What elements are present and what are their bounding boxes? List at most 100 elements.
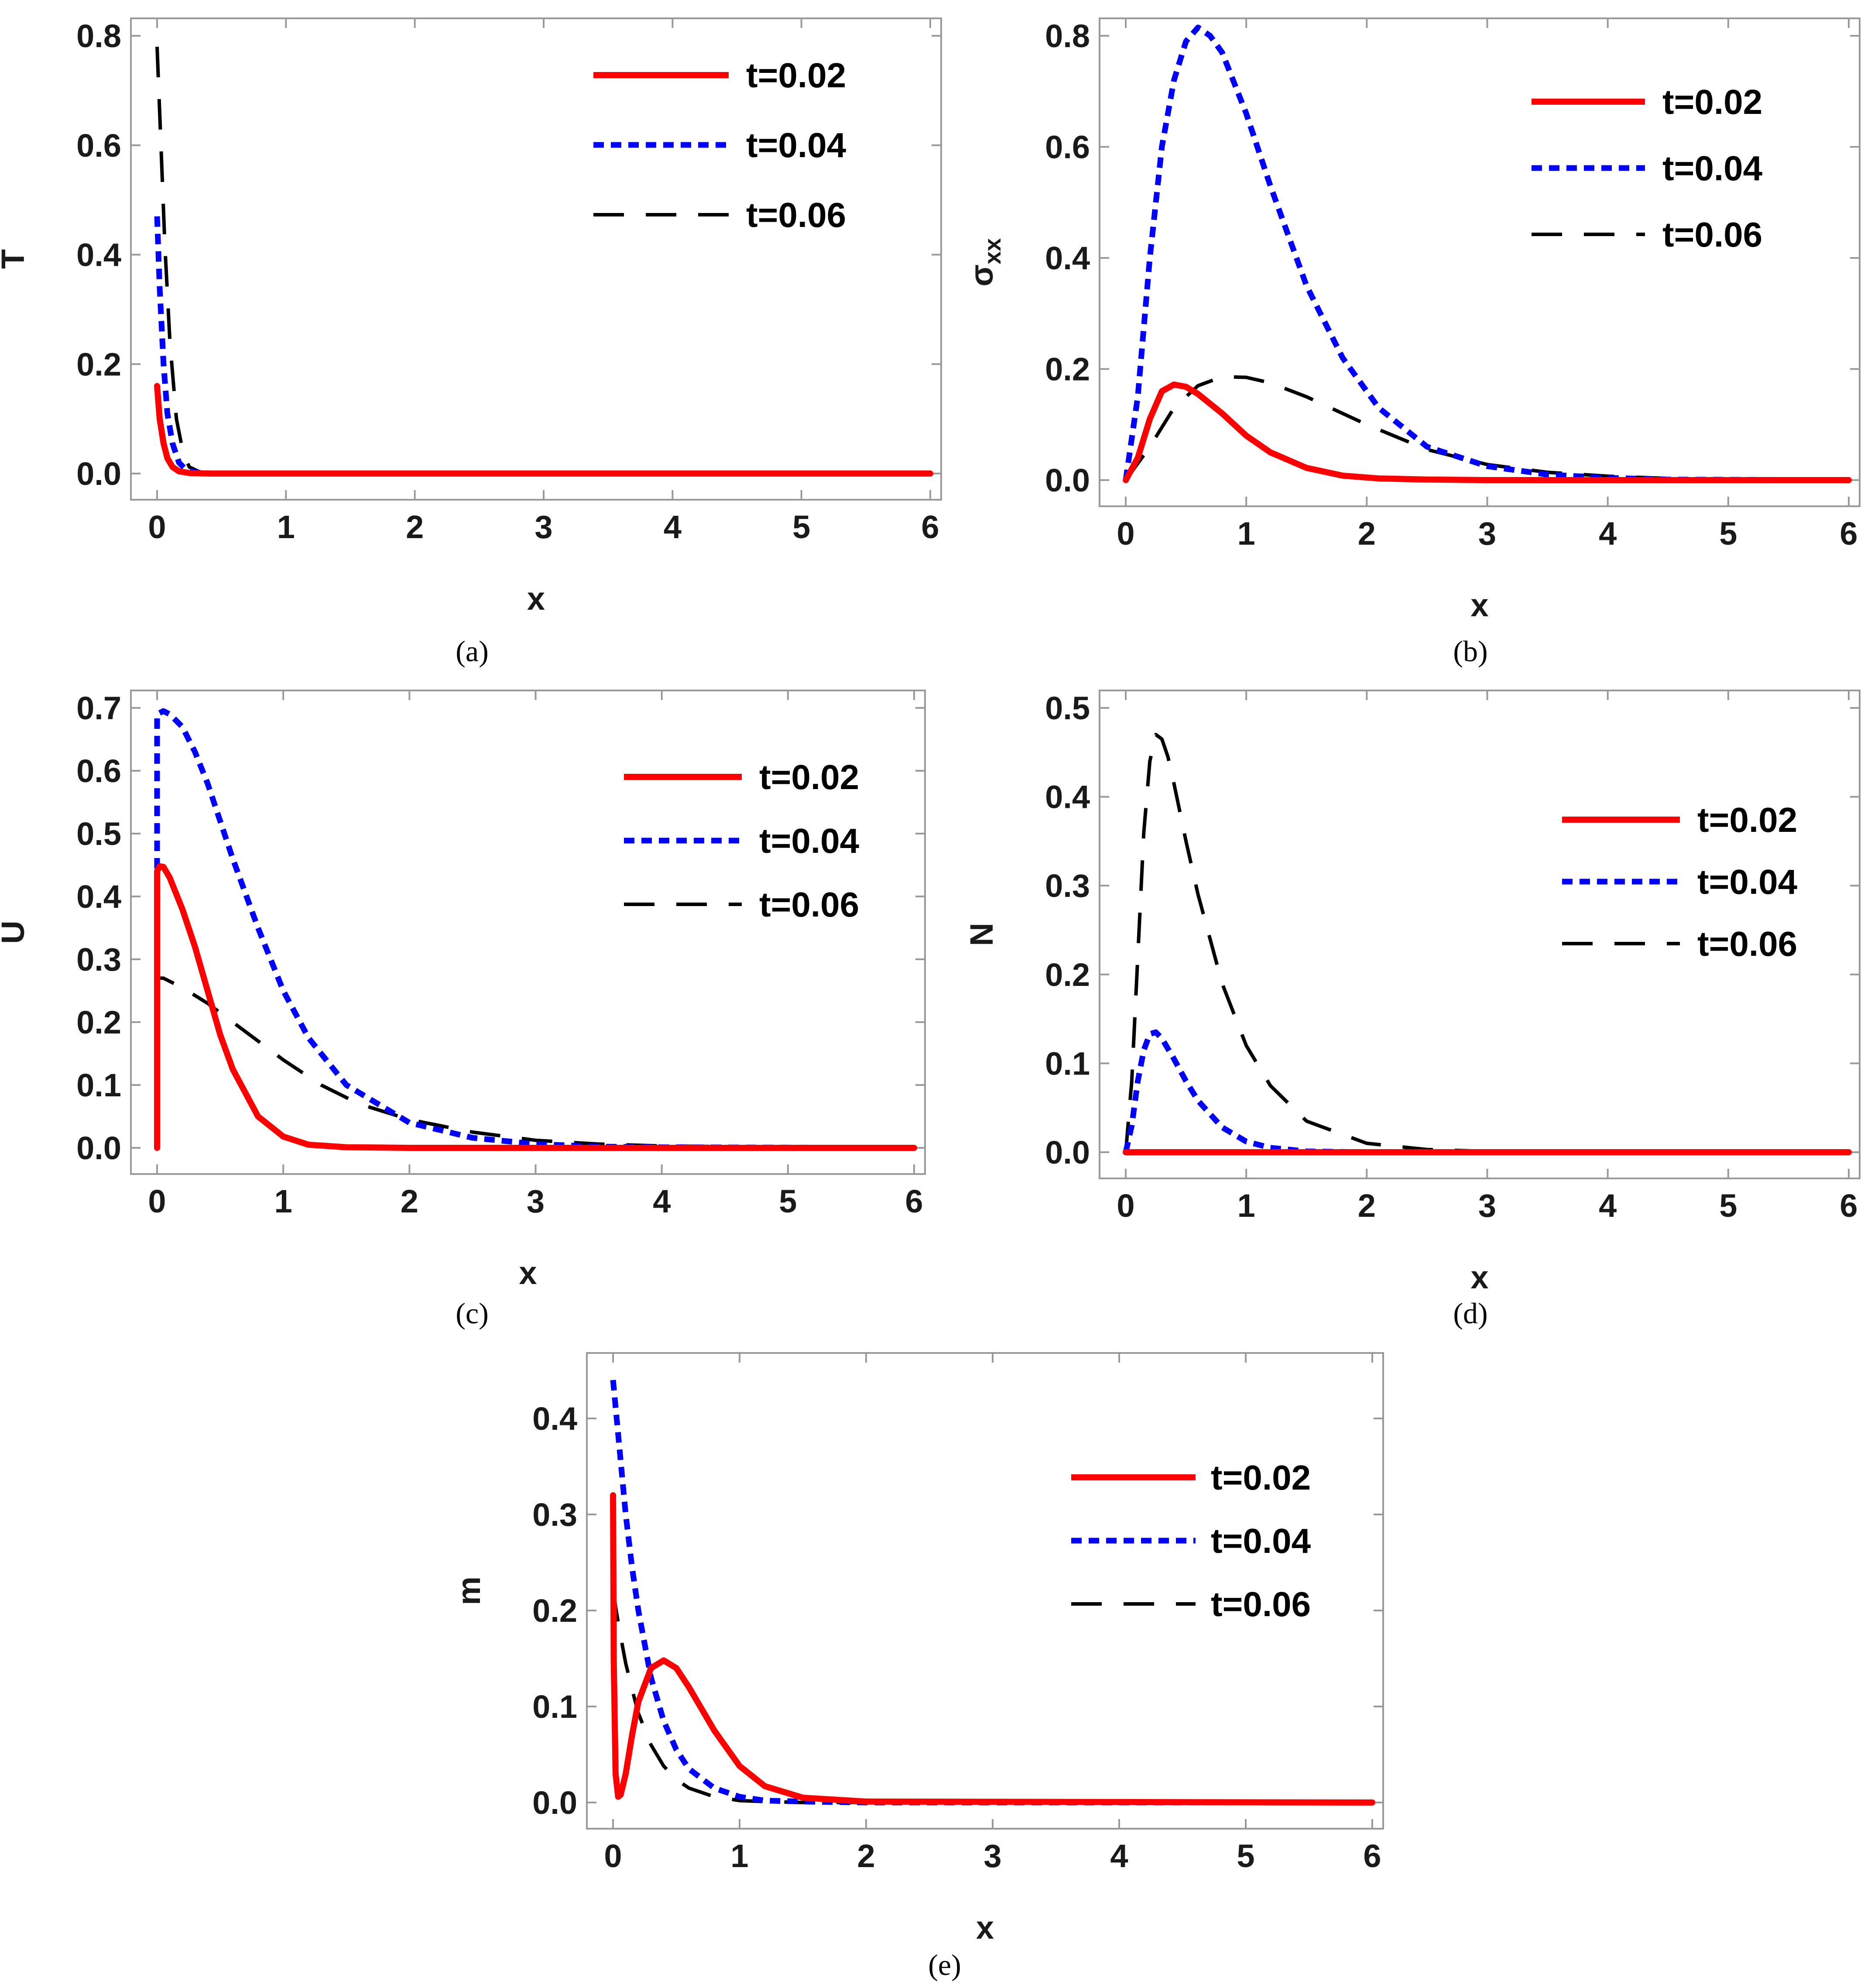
series-line-t002 xyxy=(1123,381,1852,483)
x-tick-label: 0 xyxy=(604,1838,622,1874)
y-tick-label: 0.5 xyxy=(76,816,121,852)
y-axis-symbol: σ xyxy=(963,264,1000,287)
x-tick-label: 2 xyxy=(857,1838,875,1874)
y-tick-label: 0.7 xyxy=(76,690,121,726)
plot-frame-b xyxy=(1099,17,1861,507)
x-tick-label: 2 xyxy=(1358,1188,1376,1224)
y-axis-label: T xyxy=(0,249,31,269)
y-tick-label: 0.6 xyxy=(76,127,121,164)
panel-caption: (c) xyxy=(456,1297,488,1330)
x-tick-label: 5 xyxy=(792,509,810,545)
y-axis-label: σxx xyxy=(963,238,1006,287)
legend-a: t=0.02 t=0.04 t=0.06 xyxy=(593,56,846,234)
y-axis-label: N xyxy=(963,923,1000,946)
y-tick-label: 0.0 xyxy=(1045,462,1090,498)
x-tick-label: 6 xyxy=(1840,515,1857,552)
series-line-t006 xyxy=(155,976,915,1150)
x-axis-label: x xyxy=(519,1255,537,1291)
y-tick-label: 0.1 xyxy=(76,1067,121,1103)
y-tick-label: 0.4 xyxy=(532,1401,577,1437)
panel-caption: (d) xyxy=(1453,1297,1487,1330)
series-line-t004 xyxy=(1123,24,1849,483)
panel-caption: (a) xyxy=(456,635,488,668)
x-tick-label: 5 xyxy=(779,1183,797,1219)
y-tick-label: 0.8 xyxy=(1045,18,1090,54)
y-tick-label: 0.0 xyxy=(532,1785,577,1821)
legend-label: t=0.06 xyxy=(1211,1585,1311,1624)
y-tick-label: 0.4 xyxy=(76,237,121,273)
x-axis-label: x xyxy=(527,580,545,617)
y-tick-label: 0.0 xyxy=(76,456,121,492)
legend-label: t=0.02 xyxy=(746,56,846,95)
x-tick-label: 0 xyxy=(1117,515,1134,552)
legend-label: t=0.04 xyxy=(746,126,846,165)
y-axis-subscript: xx xyxy=(980,238,1006,264)
y-axis-symbol: U xyxy=(0,920,31,944)
legend-d: t=0.02 t=0.04 t=0.06 xyxy=(1562,800,1798,963)
plot-frame-d xyxy=(1099,690,1861,1179)
y-tick-label: 0.0 xyxy=(76,1130,121,1166)
series-line-t002 xyxy=(610,1492,1375,1806)
x-tick-label: 3 xyxy=(983,1838,1001,1874)
y-tick-label: 0.2 xyxy=(76,1004,121,1040)
x-tick-label: 0 xyxy=(1117,1188,1134,1224)
series-line-t006 xyxy=(1124,733,1849,1154)
y-tick-label: 0.4 xyxy=(76,879,121,915)
x-tick-label: 0 xyxy=(148,1183,166,1219)
x-tick-label: 4 xyxy=(653,1183,671,1219)
x-tick-label: 5 xyxy=(1237,1838,1254,1874)
x-tick-label: 0 xyxy=(148,509,166,545)
panel-caption: (b) xyxy=(1453,635,1487,668)
y-tick-label: 0.3 xyxy=(1045,868,1090,904)
x-tick-label: 6 xyxy=(921,509,939,545)
legend-label: t=0.06 xyxy=(746,196,846,234)
series-line-t004 xyxy=(610,1380,1372,1806)
x-tick-label: 3 xyxy=(535,509,552,545)
y-tick-label: 0.6 xyxy=(76,753,121,789)
legend-label: t=0.06 xyxy=(1697,924,1797,963)
x-tick-label: 6 xyxy=(1840,1188,1857,1224)
y-tick-label: 0.5 xyxy=(1045,690,1090,726)
y-tick-label: 0.2 xyxy=(76,346,121,382)
y-tick-label: 0.4 xyxy=(1045,779,1090,815)
legend-e: t=0.02 t=0.04 t=0.06 xyxy=(1071,1458,1311,1624)
panel-e: 0 1 2 3 4 5 60.00.10.20.30.4xmt=0.02t=0.04t=0.… xyxy=(451,1352,1384,1981)
y-axis-symbol: N xyxy=(963,923,1000,946)
legend-c: t=0.02 t=0.04 t=0.06 xyxy=(624,758,860,924)
x-tick-label: 3 xyxy=(527,1183,545,1219)
x-tick-label: 1 xyxy=(1237,515,1255,552)
series-line-t002 xyxy=(154,863,917,1151)
plot-frame-a xyxy=(130,17,942,501)
y-axis-label: m xyxy=(451,1576,487,1605)
x-tick-label: 1 xyxy=(277,509,295,545)
y-tick-label: 0.8 xyxy=(76,18,121,54)
x-tick-label: 4 xyxy=(1599,515,1617,552)
panel-c: 01234560.00.10.20.30.40.50.60.7xUt=0.02t… xyxy=(0,690,926,1330)
x-tick-label: 3 xyxy=(1478,515,1496,552)
panel-a: 01234560.00.20.40.60.8xTt=0.02t=0.04t=0.… xyxy=(0,17,942,668)
legend-label: t=0.04 xyxy=(1662,149,1763,188)
legend-label: t=0.02 xyxy=(1697,800,1797,839)
legend-label: t=0.06 xyxy=(1662,215,1762,254)
panels: 0 1 2 3 4 5 6 0.0 0.2 0.4 0.6 0.8 x Tt=0.02 t=0.04 t=0.… xyxy=(0,17,1861,1981)
y-tick-label: 0.2 xyxy=(1045,351,1090,388)
legend-label: t=0.04 xyxy=(759,821,860,860)
legend-label: t=0.04 xyxy=(1211,1521,1311,1560)
legend-b: t=0.02 t=0.04 t=0.06 xyxy=(1532,82,1763,254)
x-tick-label: 5 xyxy=(1719,515,1737,552)
x-tick-label: 2 xyxy=(1358,515,1376,552)
y-tick-label: 0.1 xyxy=(1045,1045,1090,1082)
x-tick-label: 2 xyxy=(406,509,424,545)
y-axis-symbol: T xyxy=(0,249,31,269)
y-axis-symbol: m xyxy=(451,1576,487,1605)
series-line-t004 xyxy=(154,216,930,477)
x-tick-label: 1 xyxy=(1237,1188,1255,1224)
x-tick-label: 5 xyxy=(1719,1188,1737,1224)
x-tick-label: 4 xyxy=(664,509,682,545)
y-tick-label: 0.3 xyxy=(532,1497,577,1533)
panel-caption: (e) xyxy=(928,1948,961,1981)
y-tick-label: 0.3 xyxy=(76,941,121,978)
x-tick-label: 1 xyxy=(274,1183,292,1219)
x-axis-label: x xyxy=(1470,1259,1488,1295)
